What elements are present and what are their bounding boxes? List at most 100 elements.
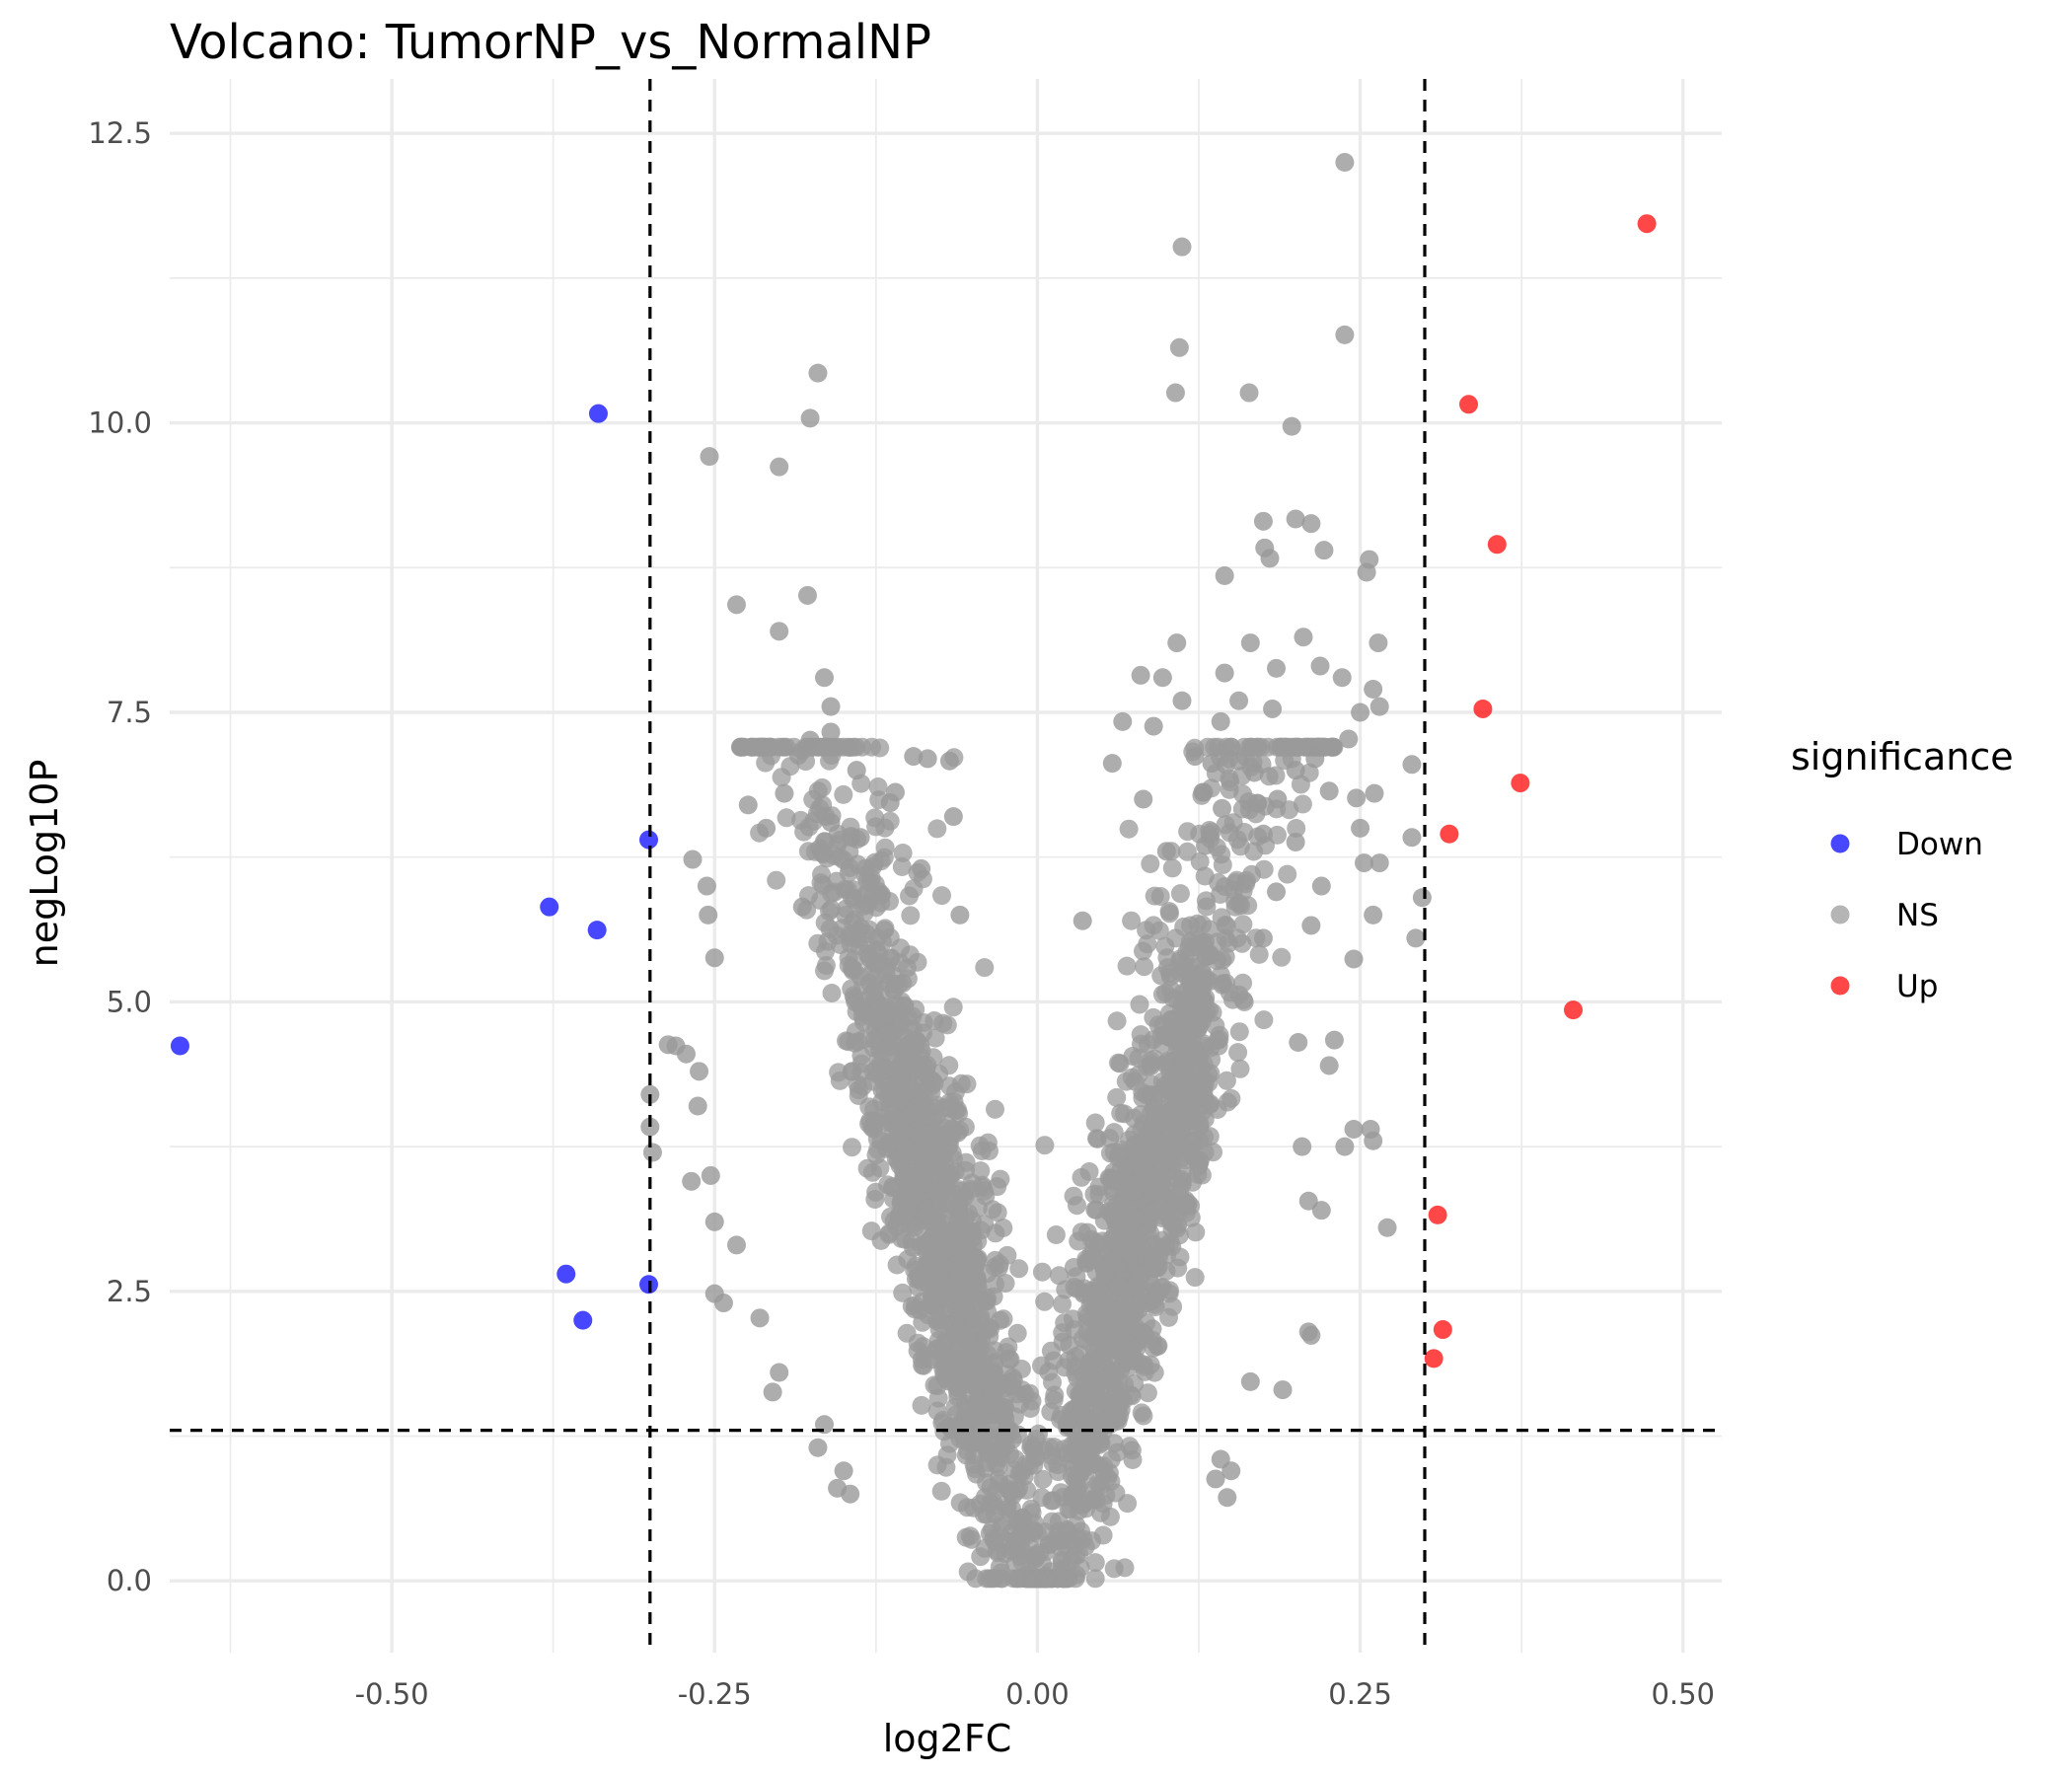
ns-point (820, 920, 840, 938)
ns-point (821, 722, 841, 742)
y-tick-label: 7.5 (107, 696, 152, 729)
ns-point (808, 781, 828, 801)
ns-point (1119, 819, 1139, 839)
ns-point (843, 958, 861, 978)
ns-point (964, 1321, 984, 1341)
ns-point (700, 447, 719, 467)
ns-point (855, 858, 875, 878)
ns-point (1024, 1521, 1044, 1541)
ns-point (1122, 1441, 1142, 1460)
ns-point (1209, 1036, 1228, 1056)
ns-point (925, 1028, 945, 1048)
ns-point (986, 1099, 1004, 1119)
ns-point (1130, 995, 1149, 1014)
ns-point (704, 1212, 724, 1231)
ns-point (864, 1099, 884, 1119)
down-point (587, 921, 607, 940)
ns-point (1007, 1323, 1027, 1343)
ns-point (895, 1138, 915, 1156)
significant-points (170, 214, 1657, 1369)
ns-point (1141, 1136, 1160, 1155)
ns-point (1239, 792, 1259, 812)
ns-point (814, 668, 834, 688)
ns-point (1181, 1075, 1201, 1095)
ns-point (1185, 1268, 1205, 1288)
ns-point (864, 1119, 883, 1139)
ns-point (1089, 1185, 1109, 1205)
ns-point (1115, 1558, 1135, 1578)
ns-point (938, 1246, 958, 1266)
ns-point (1217, 1071, 1236, 1090)
ns-point (1196, 891, 1216, 911)
ns-point (1228, 1043, 1248, 1063)
legend-title: significance (1791, 735, 2014, 778)
ns-point (1369, 853, 1389, 873)
ns-point (939, 1098, 959, 1118)
ns-point (1172, 1174, 1192, 1194)
ns-point (862, 1162, 882, 1182)
ns-point (897, 1323, 917, 1343)
ns-point (1122, 1178, 1142, 1198)
x-tick-label: 0.25 (1328, 1677, 1392, 1711)
ns-point (1109, 1053, 1128, 1073)
ns-point (1162, 1107, 1182, 1127)
ns-point (1167, 633, 1187, 653)
ns-point (846, 992, 865, 1011)
ns-point (690, 1062, 709, 1081)
ns-point (1051, 1483, 1071, 1503)
ns-point (1311, 876, 1331, 896)
ns-point (1089, 1435, 1109, 1454)
ns-point (1099, 1280, 1119, 1299)
ns-point (1108, 1147, 1128, 1167)
ns-point (713, 1294, 733, 1313)
ns-point (975, 958, 995, 978)
ns-point (1186, 1005, 1206, 1025)
ns-point (1186, 1222, 1206, 1242)
ns-point (912, 1041, 931, 1061)
ns-point (799, 817, 819, 837)
ns-point (1236, 870, 1256, 890)
down-point (170, 1036, 189, 1056)
legend-label-up: Up (1896, 969, 1938, 1004)
ns-point (893, 844, 913, 862)
ns-point (834, 1461, 853, 1481)
ns-point (1046, 1225, 1066, 1244)
ns-point (788, 745, 808, 765)
up-point (1459, 395, 1479, 414)
ns-point (928, 1230, 948, 1250)
ns-point (1305, 749, 1325, 769)
ns-point (1073, 911, 1092, 930)
ns-point (1369, 697, 1389, 716)
ns-point (1347, 788, 1367, 808)
ns-point (1032, 1356, 1051, 1375)
ns-point (1365, 783, 1384, 803)
ns-point (1146, 1295, 1165, 1314)
ns-point (1152, 668, 1172, 688)
ns-point (853, 976, 873, 996)
ns-point (1178, 822, 1198, 842)
ns-point (887, 1255, 907, 1275)
ns-point (1202, 754, 1221, 774)
y-tick-label: 12.5 (88, 116, 152, 150)
x-axis-ticks: -0.50 -0.25 0.00 0.25 0.50 (355, 1677, 1715, 1711)
ns-point (919, 1211, 938, 1229)
ns-point (1218, 1488, 1237, 1508)
ns-point (927, 819, 947, 839)
ns-point (1185, 747, 1205, 767)
ns-point (1286, 509, 1305, 529)
ns-point (892, 857, 912, 876)
ns-point (1168, 1258, 1188, 1278)
ns-point (1240, 1371, 1260, 1391)
ns-point (1195, 1127, 1214, 1147)
x-tick-label: 0.00 (1005, 1677, 1070, 1711)
ns-point (1355, 853, 1374, 873)
ns-point (951, 1073, 971, 1093)
ns-point (1150, 887, 1170, 906)
ns-point (1286, 761, 1305, 780)
ns-point (1104, 1434, 1124, 1453)
ns-point (990, 1474, 1009, 1494)
ns-point (975, 1181, 995, 1201)
ns-point (1068, 1196, 1086, 1216)
ns-point (822, 984, 842, 1002)
ns-point (1172, 691, 1192, 710)
